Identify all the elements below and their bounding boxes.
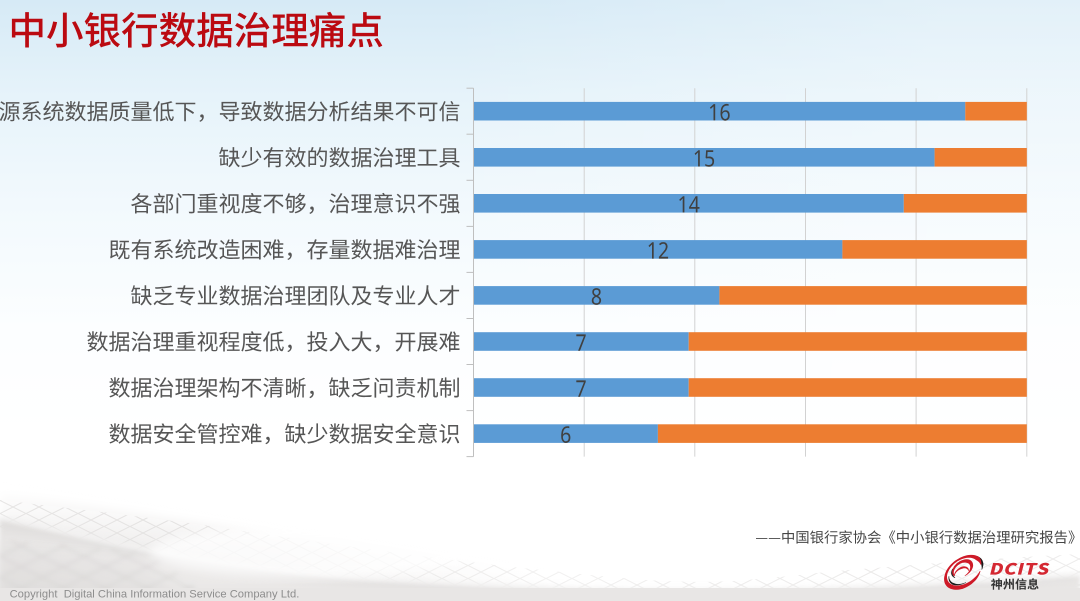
svg-text:Copyright Digital China Infor: Copyright Digital China Information Serv…: [10, 588, 300, 600]
